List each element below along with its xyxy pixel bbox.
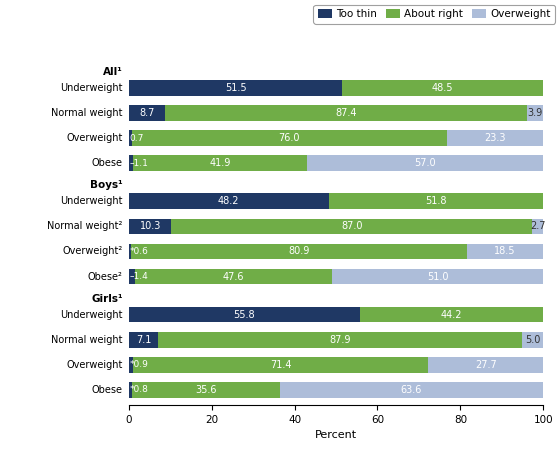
X-axis label: Percent: Percent: [315, 430, 357, 440]
Bar: [129, 219, 171, 234]
Text: 8.7: 8.7: [139, 108, 155, 118]
Text: 51.0: 51.0: [427, 271, 448, 282]
Text: Overweight²: Overweight²: [62, 247, 123, 256]
Text: 0.7: 0.7: [129, 134, 144, 143]
Bar: [129, 130, 132, 146]
Bar: [165, 105, 527, 121]
Text: 55.8: 55.8: [234, 310, 255, 320]
Text: 27.7: 27.7: [475, 360, 497, 370]
Bar: [134, 269, 332, 284]
Bar: [342, 80, 543, 96]
Text: 48.5: 48.5: [432, 83, 454, 93]
Bar: [129, 357, 133, 373]
Bar: [158, 332, 522, 347]
Text: Overweight: Overweight: [66, 360, 123, 370]
Text: –1.4: –1.4: [129, 272, 148, 281]
Text: Underweight: Underweight: [60, 83, 123, 93]
Text: 71.4: 71.4: [270, 360, 291, 370]
Bar: [133, 155, 307, 171]
Text: 18.5: 18.5: [494, 247, 516, 256]
Bar: [360, 307, 543, 323]
Text: 48.2: 48.2: [218, 196, 240, 206]
Text: 51.5: 51.5: [225, 83, 246, 93]
Bar: [132, 130, 447, 146]
Text: 23.3: 23.3: [484, 133, 506, 143]
Text: 3.9: 3.9: [528, 108, 543, 118]
Legend: Too thin, About right, Overweight: Too thin, About right, Overweight: [314, 5, 555, 23]
Text: Normal weight: Normal weight: [51, 335, 123, 345]
Bar: [131, 243, 466, 259]
Bar: [279, 382, 543, 398]
Text: 10.3: 10.3: [139, 221, 161, 231]
Bar: [332, 269, 543, 284]
Bar: [171, 219, 532, 234]
Text: Girls¹: Girls¹: [91, 294, 123, 304]
Text: 87.4: 87.4: [335, 108, 357, 118]
Bar: [132, 382, 279, 398]
Text: 35.6: 35.6: [195, 385, 217, 395]
Text: 57.0: 57.0: [414, 158, 436, 168]
Text: *0.6: *0.6: [129, 247, 148, 256]
Text: 2.7: 2.7: [530, 221, 545, 231]
Bar: [307, 155, 543, 171]
Bar: [129, 194, 329, 209]
Text: Obese²: Obese²: [88, 271, 123, 282]
Bar: [129, 155, 133, 171]
Text: Normal weight: Normal weight: [51, 108, 123, 118]
Text: Boys¹: Boys¹: [90, 180, 123, 190]
Text: Underweight: Underweight: [60, 310, 123, 320]
Text: Obese: Obese: [92, 385, 123, 395]
Text: 47.6: 47.6: [222, 271, 244, 282]
Text: 7.1: 7.1: [136, 335, 151, 345]
Text: All¹: All¹: [103, 67, 123, 77]
Bar: [532, 219, 543, 234]
Text: 5.0: 5.0: [525, 335, 540, 345]
Bar: [447, 130, 543, 146]
Bar: [329, 194, 543, 209]
Bar: [527, 105, 543, 121]
Text: *0.8: *0.8: [129, 386, 148, 395]
Text: 63.6: 63.6: [401, 385, 422, 395]
Bar: [129, 382, 132, 398]
Bar: [129, 243, 131, 259]
Bar: [428, 357, 543, 373]
Text: 80.9: 80.9: [288, 247, 310, 256]
Text: 87.0: 87.0: [341, 221, 362, 231]
Bar: [133, 357, 428, 373]
Text: *0.9: *0.9: [129, 360, 148, 369]
Bar: [129, 80, 342, 96]
Text: 44.2: 44.2: [441, 310, 463, 320]
Text: Normal weight²: Normal weight²: [47, 221, 123, 231]
Text: 76.0: 76.0: [278, 133, 300, 143]
Bar: [129, 269, 134, 284]
Text: 41.9: 41.9: [209, 158, 231, 168]
Text: 51.8: 51.8: [425, 196, 447, 206]
Text: Obese: Obese: [92, 158, 123, 168]
Bar: [129, 332, 158, 347]
Text: Underweight: Underweight: [60, 196, 123, 206]
Bar: [522, 332, 543, 347]
Bar: [129, 105, 165, 121]
Bar: [466, 243, 543, 259]
Text: Overweight: Overweight: [66, 133, 123, 143]
Text: 87.9: 87.9: [330, 335, 351, 345]
Bar: [129, 307, 360, 323]
Text: –1.1: –1.1: [129, 159, 148, 168]
